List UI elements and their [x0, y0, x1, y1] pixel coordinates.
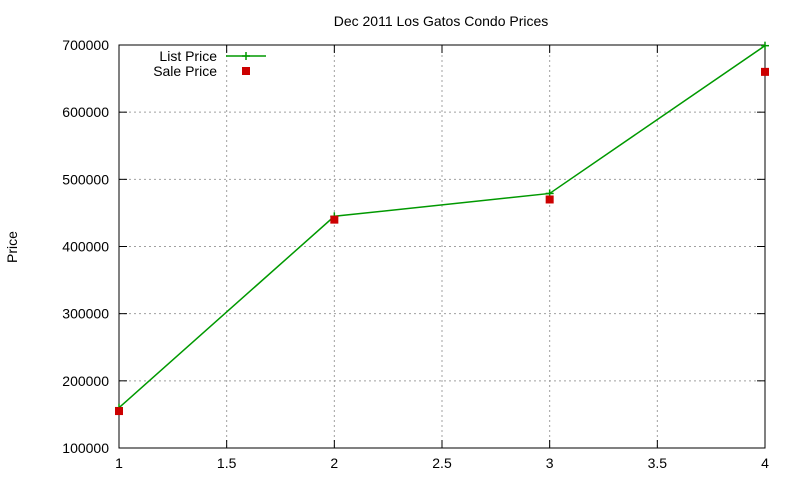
legend-marker-sale-price: [242, 67, 250, 75]
y-tick-label: 600000: [62, 104, 109, 120]
x-tick-label: 2.5: [432, 455, 452, 471]
sale-price-point: [761, 67, 769, 76]
grid: [119, 45, 765, 448]
sale-price-point: [545, 195, 554, 204]
x-tick-label: 2: [330, 455, 338, 471]
series-layer: [115, 41, 769, 416]
sale-price-point: [115, 407, 123, 416]
x-tick-label: 4: [761, 455, 769, 471]
y-tick-label: 500000: [62, 171, 109, 187]
legend-label-list-price: List Price: [159, 48, 217, 64]
legend-marker-list-price: [242, 52, 250, 60]
x-tick-label: 3.5: [648, 455, 668, 471]
chart-title: Dec 2011 Los Gatos Condo Prices: [334, 13, 549, 29]
x-tick-label: 3: [546, 455, 554, 471]
y-tick-label: 700000: [62, 37, 109, 53]
legend-label-sale-price: Sale Price: [153, 63, 217, 79]
x-tick-label: 1: [115, 455, 123, 471]
y-tick-label: 100000: [62, 440, 109, 456]
y-tick-label: 400000: [62, 239, 109, 255]
y-axis-label: Price: [4, 231, 20, 263]
sale-price-point: [330, 215, 339, 224]
list-price-line: [118, 45, 766, 409]
y-tick-label: 300000: [62, 306, 109, 322]
list-price-point: [761, 41, 769, 50]
x-ticks: 1 1.5 2 2.5 3 3.5 4: [115, 45, 769, 471]
y-ticks: 100000 200000 300000 400000 500000 600000 7000…: [62, 37, 765, 456]
y-tick-label: 200000: [62, 373, 109, 389]
x-tick-label: 1.5: [217, 455, 237, 471]
